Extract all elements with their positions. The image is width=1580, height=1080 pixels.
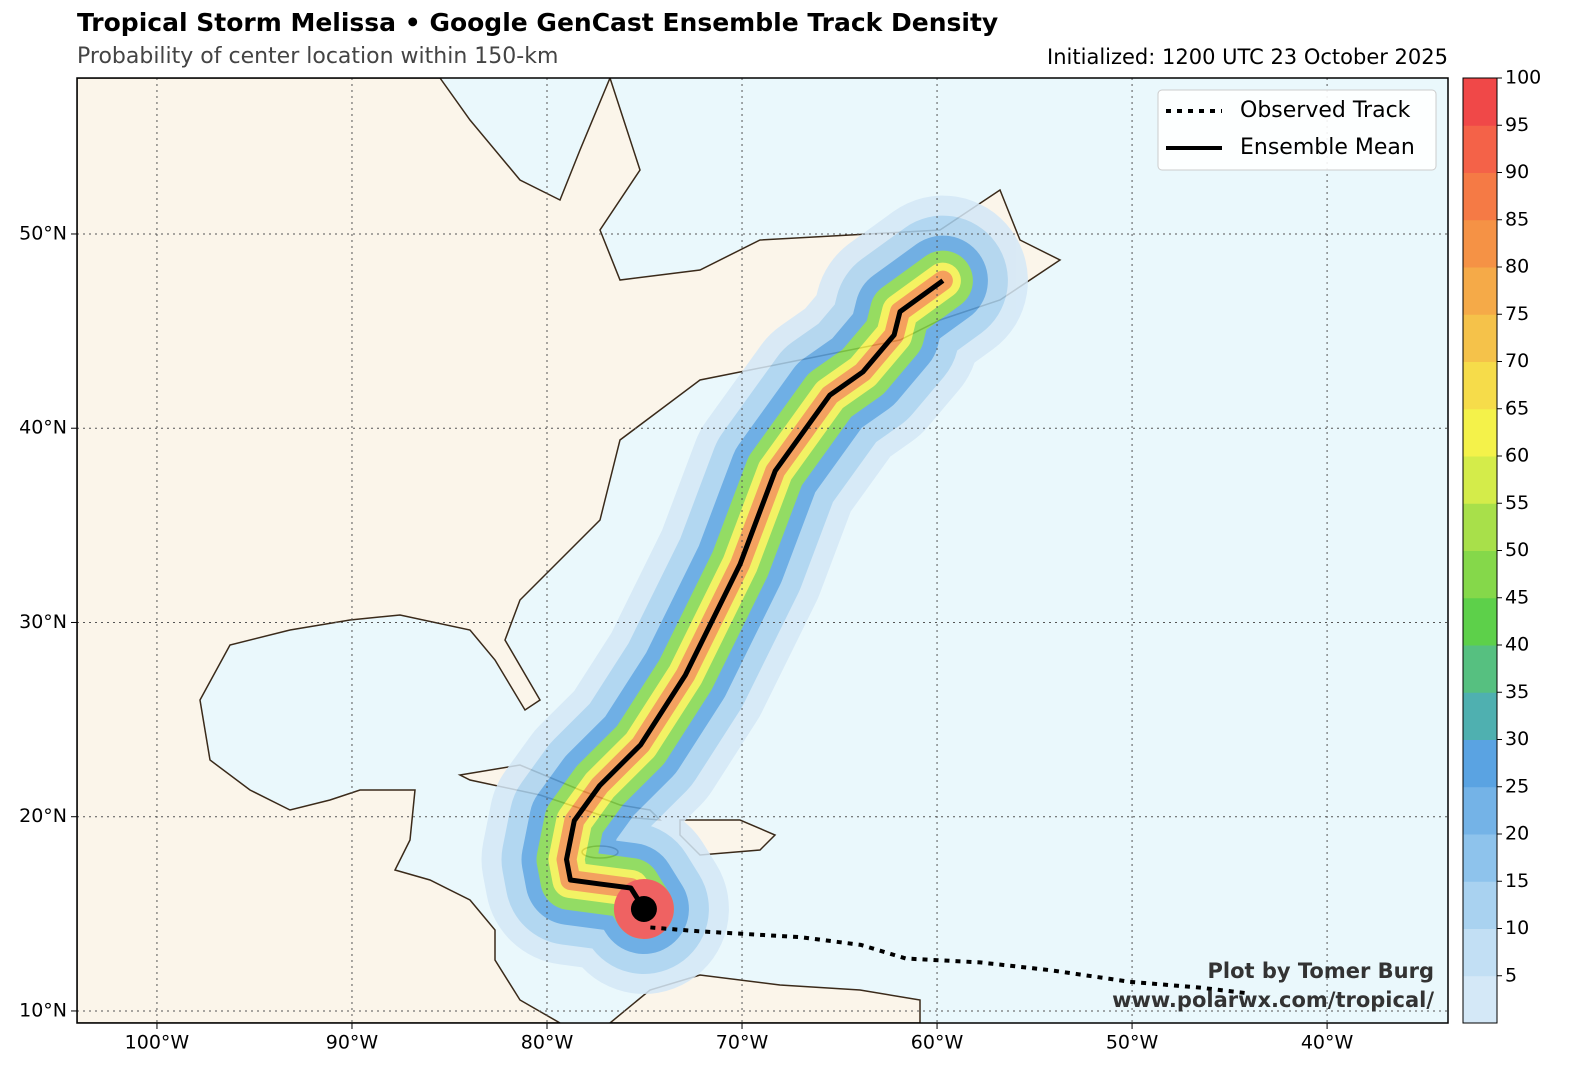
colorbar-tick-label: 10 [1505, 917, 1529, 939]
init-time: Initialized: 1200 UTC 23 October 2025 [1047, 45, 1448, 69]
map-frame [76, 77, 1449, 1024]
credit: Plot by Tomer Burg [1208, 959, 1435, 983]
colorbar-tick-label: 55 [1505, 492, 1529, 514]
tracks [564, 278, 1250, 996]
colorbar-bin [1463, 786, 1497, 835]
x-tick-label: 70°W [716, 1032, 769, 1054]
grid [77, 78, 1448, 1023]
storm-center [630, 895, 657, 922]
map-area [77, 78, 1448, 1023]
colorbar-tick-label: 35 [1505, 681, 1529, 703]
colorbar-bin [1463, 219, 1497, 268]
colorbar-tick-label: 70 [1505, 350, 1529, 372]
colorbar-tick-label: 15 [1505, 870, 1529, 892]
x-tick-label: 40°W [1301, 1032, 1354, 1054]
x-tick-label: 100°W [125, 1032, 190, 1054]
colorbar-bin [1463, 739, 1497, 788]
colorbar-bin [1463, 78, 1497, 126]
colorbar-tick-label: 75 [1505, 303, 1529, 325]
colorbar-tick-label: 60 [1505, 445, 1529, 467]
x-tick-label: 80°W [521, 1032, 574, 1054]
colorbar-tick-label: 65 [1505, 397, 1529, 419]
colorbar-tick-label: 100 [1505, 67, 1541, 89]
colorbar-bin [1463, 834, 1497, 882]
colorbar-bin [1463, 928, 1497, 977]
colorbar-bin [1463, 881, 1497, 929]
colorbar-bin [1463, 692, 1497, 740]
colorbar-bin [1463, 314, 1497, 362]
colorbar-tick-label: 80 [1505, 256, 1529, 278]
colorbar-bin [1463, 408, 1497, 457]
colorbar-bin [1463, 550, 1497, 599]
colorbar-bin [1463, 645, 1497, 693]
colorbar-tick-label: 90 [1505, 161, 1529, 183]
colorbar-bin [1463, 125, 1497, 173]
credit: www.polarwx.com/tropical/ [1112, 988, 1434, 1012]
legend-label: Observed Track [1240, 98, 1411, 123]
legend: Observed Track Ensemble Mean [1157, 89, 1437, 171]
colorbar-tick-label: 85 [1505, 208, 1529, 230]
colorbar-bin [1463, 975, 1497, 1024]
colorbar-tick-label: 40 [1505, 634, 1529, 656]
y-tick-label: 40°N [19, 417, 67, 439]
colorbar-tick-label: 5 [1505, 964, 1517, 986]
track-line [650, 925, 1250, 996]
y-tick-label: 50°N [19, 222, 67, 244]
colorbar-tick-label: 95 [1505, 114, 1529, 136]
title: Tropical Storm Melissa • Google GenCast … [77, 8, 998, 37]
colorbar-bin [1463, 267, 1497, 315]
y-tick-label: 20°N [19, 805, 67, 827]
colorbar-tick-label: 20 [1505, 823, 1529, 845]
colorbar-tick-label: 45 [1505, 586, 1529, 608]
colorbar-tick-label: 30 [1505, 728, 1529, 750]
axis-ticks: 100°W 90°W 80°W 70°W 60°W 50°W 40°W 10°N 20°N 30°… [19, 222, 1353, 1053]
colorbar-bin [1463, 361, 1497, 410]
y-tick-label: 10°N [19, 999, 67, 1021]
colorbar-bin [1463, 597, 1497, 646]
colorbar: 5 10 15 20 25 30 35 40 45 50 55 60 65 70 75 80 85 90 95 100 [1462, 67, 1541, 1024]
colorbar-tick-label: 50 [1505, 539, 1529, 561]
colorbar-bin [1463, 503, 1497, 551]
colorbar-tick-label: 25 [1505, 775, 1529, 797]
colorbar-bin [1463, 456, 1497, 504]
subtitle: Probability of center location within 15… [77, 44, 558, 69]
x-tick-label: 90°W [326, 1032, 379, 1054]
y-tick-label: 30°N [19, 611, 67, 633]
legend-label: Ensemble Mean [1240, 135, 1415, 160]
x-tick-label: 50°W [1106, 1032, 1159, 1054]
colorbar-bin [1463, 172, 1497, 221]
legend-box [1157, 89, 1437, 171]
x-tick-label: 60°W [911, 1032, 964, 1054]
track-line [564, 278, 945, 911]
